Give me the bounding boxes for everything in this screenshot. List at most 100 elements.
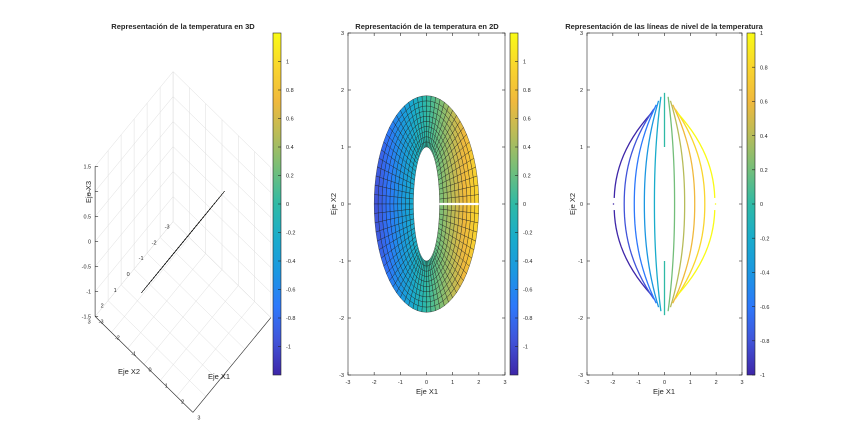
- mesh-cell: [446, 215, 452, 223]
- ticks-contour: -3 -2 -1 0 1 2 3 3 2 1 0 -1 -2 -3: [578, 31, 743, 386]
- y-tick-label: 2: [341, 88, 344, 94]
- colorbar-tick-label: -0.6: [286, 288, 295, 294]
- y-tick-label: 1: [341, 145, 344, 151]
- mesh-cell: [466, 211, 471, 222]
- mesh-cell: [417, 95, 423, 103]
- mesh-cell: [466, 203, 472, 213]
- mesh-cell: [426, 286, 430, 292]
- mesh-cell: [426, 121, 430, 127]
- mesh-cell: [426, 126, 430, 133]
- mesh-cell: [446, 209, 452, 217]
- mesh-cell: [450, 216, 456, 225]
- mesh-cell: [382, 186, 387, 197]
- contour-lines: [612, 92, 717, 316]
- mesh-cell: [466, 186, 471, 197]
- colorbar-tick-label: 0.6: [760, 100, 768, 106]
- colorbar-contour: 1 0.8 0.6 0.4 0.2 0 -0.2 -0.4 -0.6 -0.8 -1: [746, 31, 769, 379]
- grid-line: [176, 301, 255, 397]
- grid-line: [94, 221, 174, 317]
- colorbar-3d: 1 0.8 0.6 0.4 0.2 0 -0.2 -0.4 -0.6 -0.8 -1: [272, 32, 295, 376]
- x-tick-label: -3: [585, 380, 590, 386]
- y-tick-label: -1: [578, 259, 583, 265]
- colorbar-tick-label: 0.4: [286, 145, 294, 151]
- mesh-cell: [381, 195, 387, 205]
- contour-line: [633, 104, 657, 304]
- mesh-cell: [470, 212, 475, 223]
- colorbar-tick-label: 0.2: [760, 168, 768, 174]
- mesh-cell: [426, 105, 431, 112]
- panel-3d: Representación de la temperatura en 3D 1…: [82, 22, 296, 421]
- mesh-cell: [424, 260, 427, 267]
- grid-line: [94, 171, 174, 267]
- y-tick-label: -2: [152, 240, 157, 246]
- mesh-cell: [470, 203, 476, 214]
- mesh-cell: [397, 183, 403, 192]
- mesh-cell: [393, 210, 399, 219]
- mesh-cell: [405, 209, 410, 216]
- mesh-cell: [426, 131, 429, 138]
- mesh-cell: [458, 188, 464, 197]
- mesh-cell: [397, 210, 403, 218]
- mesh-cell: [426, 291, 431, 298]
- mesh-cell: [473, 212, 479, 224]
- mesh-cell: [381, 203, 387, 213]
- x-tick-label: 2: [181, 399, 184, 405]
- y-tick-label: 3: [341, 31, 344, 37]
- grid-line: [172, 171, 272, 268]
- mesh-cell: [385, 195, 391, 205]
- grid-line: [172, 121, 272, 218]
- y-tick-label: 0: [127, 272, 130, 278]
- y-tick-label: 1: [114, 288, 117, 294]
- contour-line: [676, 210, 716, 296]
- colorbar-tick-label: -0.2: [286, 231, 295, 237]
- z-tick-label: 1.5: [83, 164, 91, 170]
- x-tick-label: 1: [689, 380, 692, 386]
- mesh-cell: [474, 203, 480, 214]
- contour-line: [653, 96, 662, 312]
- y-tick-label: 2: [580, 88, 583, 94]
- mesh-cell: [462, 211, 468, 221]
- mesh-cell: [422, 291, 427, 298]
- mesh-cell: [430, 95, 436, 103]
- mesh-cell: [454, 189, 460, 198]
- z-tick-label: -0.5: [82, 264, 91, 270]
- mesh-cell: [373, 203, 379, 214]
- colorbar-tick-label: 0: [286, 202, 289, 208]
- mesh-cell: [458, 211, 464, 220]
- mesh-cell: [423, 275, 427, 282]
- mesh-cell: [382, 211, 387, 222]
- zlabel-3d: Eje X3: [84, 181, 93, 203]
- contour-line: [613, 112, 653, 198]
- colorbar-tick-label: 0.6: [523, 117, 531, 123]
- x-tick-label: -2: [610, 380, 615, 386]
- colorbar-tick-label: 0.4: [760, 134, 768, 140]
- x-tick-label: 0: [148, 367, 151, 373]
- mesh-cell: [426, 141, 429, 148]
- colorbar-tick-label: -0.4: [286, 259, 295, 265]
- ticks-3d: 1.5 1 0.5 0 -0.5 -1 -1.5 -3 -2 -1 0 1 2 3 -3 -2 -1 0 1 2 3: [82, 164, 201, 421]
- y-tick-label: -3: [339, 373, 344, 379]
- mesh-cell: [423, 286, 427, 292]
- mesh-cell: [442, 214, 448, 222]
- contour-line: [676, 112, 716, 198]
- mesh-cell: [405, 186, 411, 194]
- mesh-cell: [450, 190, 456, 198]
- colorbar-tick-label: 1: [523, 60, 526, 66]
- panel-contour: Representación de las líneas de nivel de…: [565, 22, 769, 396]
- grid-line: [94, 146, 174, 242]
- mesh-cell: [409, 192, 414, 200]
- mesh-cell: [377, 194, 383, 205]
- mesh-cell: [397, 203, 402, 211]
- y-tick-label: 0: [580, 202, 583, 208]
- surface-cell: [185, 233, 190, 240]
- x-tick-label: -2: [372, 380, 377, 386]
- mesh-cell: [417, 305, 423, 313]
- mesh-cell: [401, 185, 407, 193]
- x-tick-label: 3: [740, 380, 743, 386]
- x-tick-label: -1: [398, 380, 403, 386]
- contour-line: [674, 108, 706, 300]
- colorbar-tick-label: -1: [286, 345, 291, 351]
- xlabel-3d: Eje X1: [208, 372, 230, 381]
- xlabel-contour: Eje X1: [653, 387, 675, 396]
